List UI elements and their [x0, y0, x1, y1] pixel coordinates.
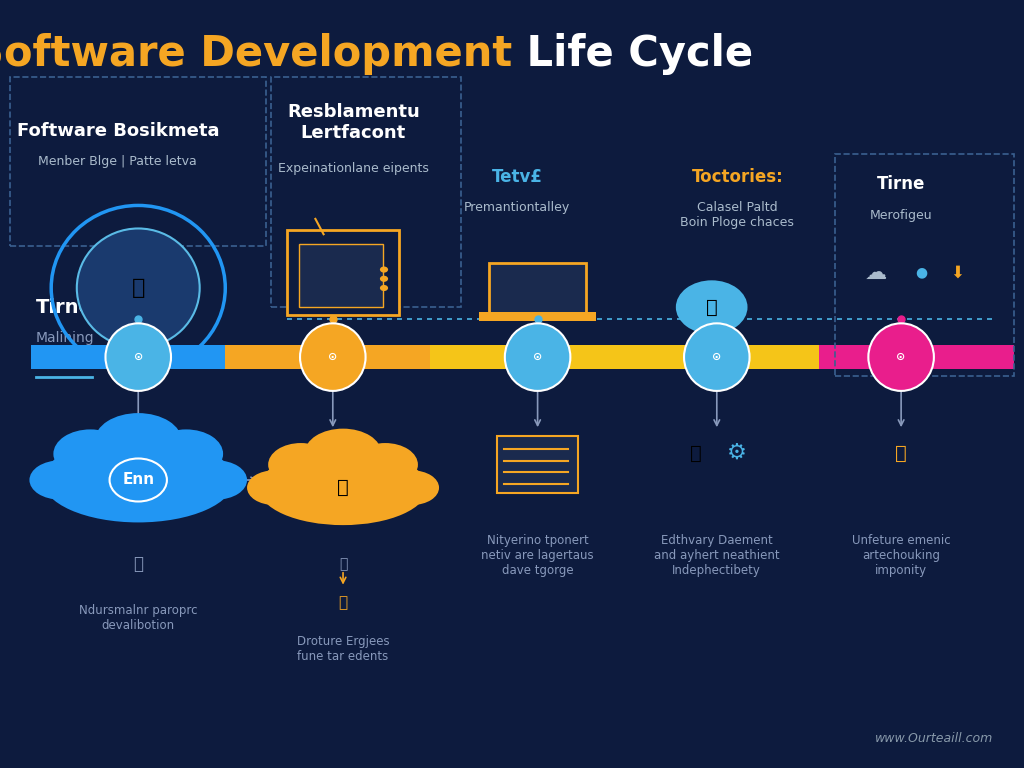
Text: 🏍: 🏍 [133, 555, 143, 574]
Ellipse shape [77, 229, 200, 347]
Text: Edthvary Daement
and ayhert neathient
Indephectibety: Edthvary Daement and ayhert neathient In… [654, 534, 779, 577]
Text: ⊙: ⊙ [896, 352, 906, 362]
Ellipse shape [352, 443, 418, 486]
Text: Life Cycle: Life Cycle [512, 33, 753, 74]
Bar [31, 345, 225, 369]
Text: 📱: 📱 [690, 444, 702, 462]
Ellipse shape [268, 443, 334, 486]
Text: ⊙: ⊙ [532, 352, 543, 362]
Text: Tirne: Tirne [36, 298, 93, 316]
Circle shape [676, 280, 748, 334]
Ellipse shape [247, 470, 301, 505]
Text: ⊙: ⊙ [328, 352, 338, 362]
Text: ☁: ☁ [864, 263, 887, 283]
Text: ⊙: ⊙ [133, 352, 143, 362]
Text: Menber Blge | Patte letva: Menber Blge | Patte letva [38, 155, 198, 167]
FancyBboxPatch shape [489, 263, 586, 316]
Ellipse shape [505, 323, 570, 391]
Text: Tetv£: Tetv£ [492, 167, 543, 186]
Text: Unfeture emenic
artechouking
imponity: Unfeture emenic artechouking imponity [852, 534, 950, 577]
Ellipse shape [53, 429, 127, 478]
Ellipse shape [94, 413, 182, 468]
Text: Resblamentu
Lertfacont: Resblamentu Lertfacont [287, 104, 420, 142]
Bar [225, 345, 430, 369]
Circle shape [380, 266, 388, 273]
Text: 📋: 📋 [131, 278, 145, 298]
Text: ⚙: ⚙ [727, 443, 748, 463]
Text: Premantiontalley: Premantiontalley [464, 201, 570, 214]
Ellipse shape [385, 470, 439, 505]
Text: Nityerino tponert
netiv are lagertaus
dave tgorge: Nityerino tponert netiv are lagertaus da… [481, 534, 594, 577]
Text: Tirne: Tirne [877, 175, 926, 194]
Ellipse shape [186, 460, 247, 500]
Text: Toctories:: Toctories: [691, 167, 783, 186]
Text: Droture Ergjees
fune tar edents: Droture Ergjees fune tar edents [297, 635, 389, 663]
Text: Merofigeu: Merofigeu [869, 209, 933, 221]
Ellipse shape [300, 323, 366, 391]
Ellipse shape [105, 323, 171, 391]
Ellipse shape [30, 460, 90, 500]
Circle shape [380, 276, 388, 282]
FancyBboxPatch shape [497, 436, 578, 493]
Text: 💻: 💻 [339, 595, 347, 611]
Text: Ndursmalnr paroprc
devalibotion: Ndursmalnr paroprc devalibotion [79, 604, 198, 632]
Text: Enn: Enn [122, 472, 155, 488]
Text: Software Development: Software Development [0, 33, 512, 74]
Text: ●: ● [915, 266, 928, 280]
Text: Expeinationlane eipents: Expeinationlane eipents [278, 163, 429, 175]
Text: www.Ourteaill.com: www.Ourteaill.com [876, 732, 993, 745]
Text: 🖥: 🖥 [895, 444, 907, 462]
Ellipse shape [868, 323, 934, 391]
Text: Malining: Malining [36, 331, 94, 345]
Ellipse shape [305, 429, 381, 478]
Bar [819, 345, 1014, 369]
Text: Calasel Paltd
Boin Ploge chaces: Calasel Paltd Boin Ploge chaces [680, 201, 795, 229]
FancyBboxPatch shape [287, 230, 399, 315]
Text: 🔊: 🔊 [706, 298, 718, 316]
Bar [479, 312, 596, 321]
Text: 🔍: 🔍 [337, 478, 349, 497]
Ellipse shape [42, 438, 234, 522]
Ellipse shape [684, 323, 750, 391]
Text: ⬇: ⬇ [950, 263, 965, 282]
Text: ⊙: ⊙ [712, 352, 722, 362]
Bar [430, 345, 645, 369]
Ellipse shape [150, 429, 223, 478]
Text: Foftware Bosikmeta: Foftware Bosikmeta [16, 121, 219, 140]
Circle shape [380, 285, 388, 291]
Text: 🗺: 🗺 [339, 558, 347, 571]
FancyBboxPatch shape [299, 244, 383, 307]
Ellipse shape [258, 450, 428, 525]
Bar [645, 345, 819, 369]
